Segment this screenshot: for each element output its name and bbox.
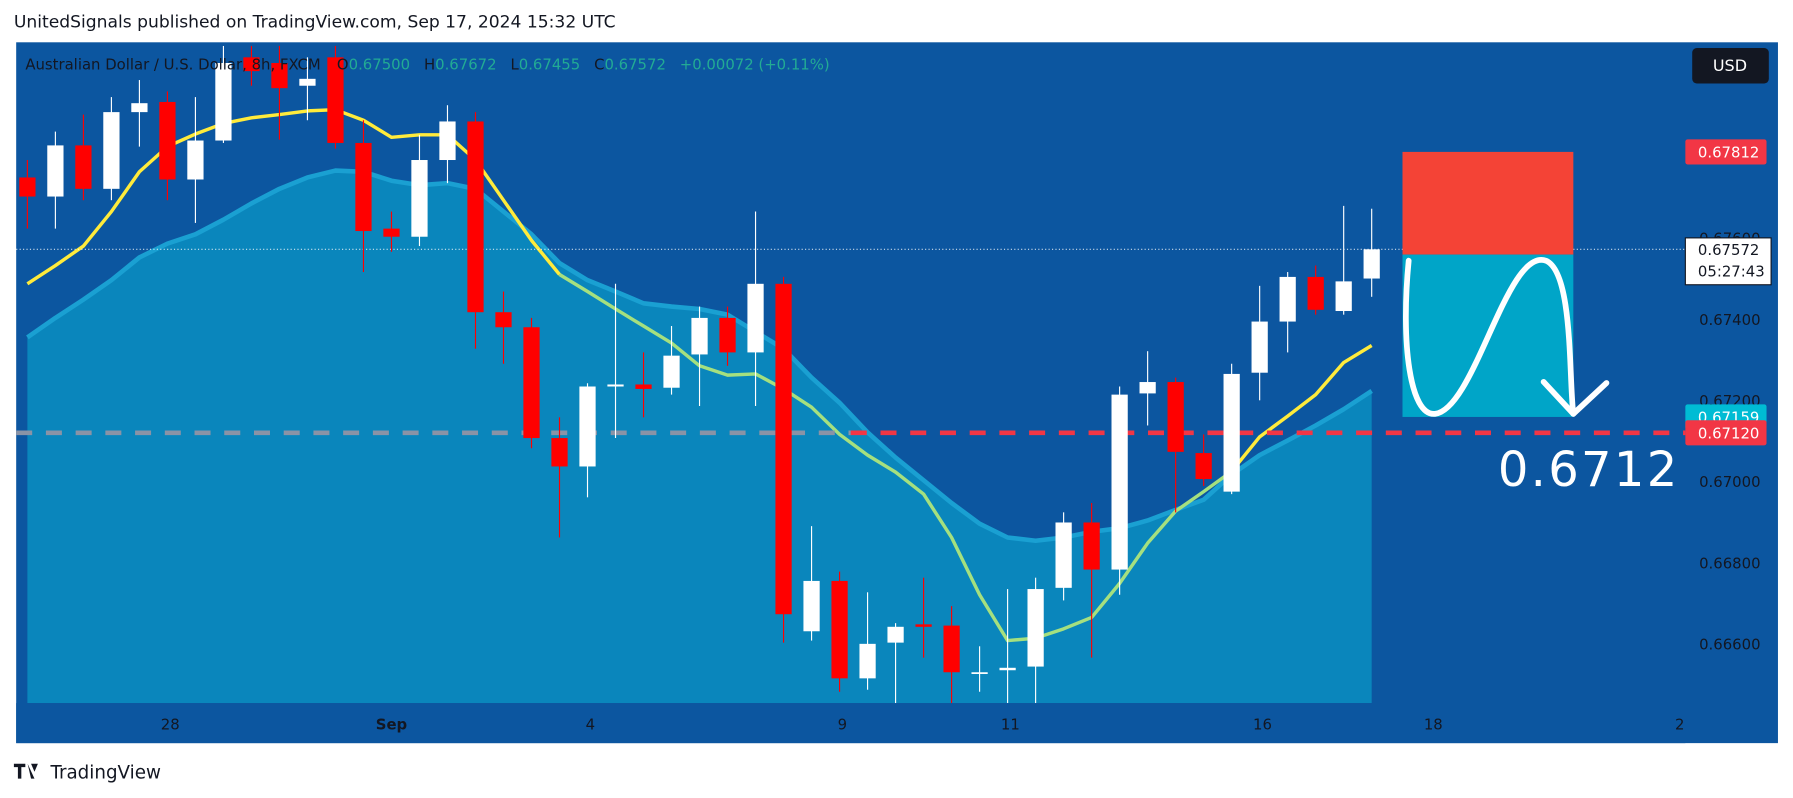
candles-layer <box>19 45 1380 704</box>
y-tick-label: 0.67000 <box>1699 473 1760 491</box>
candle-body <box>747 283 764 353</box>
currency[interactable]: USD <box>1713 56 1747 75</box>
arrow-head <box>1540 378 1610 417</box>
logo-icon <box>13 763 38 779</box>
candle-body <box>75 145 92 189</box>
time-axis <box>16 703 1686 744</box>
price-label-box <box>1685 139 1767 165</box>
y-tick-label: 0.66800 <box>1699 554 1760 572</box>
candle-body <box>803 580 820 632</box>
candle-body <box>579 386 596 467</box>
candle-body <box>1111 394 1128 570</box>
legend-value: 0.67672 <box>435 56 496 74</box>
x-tick-label: 16 <box>1253 715 1272 733</box>
ma-line <box>1230 344 1373 473</box>
x-tick-label: Sep <box>376 715 407 733</box>
stop-zone <box>1402 151 1574 255</box>
candle-body <box>1279 276 1296 322</box>
candle-body <box>467 121 484 313</box>
candle-body <box>1363 249 1380 279</box>
candle-body <box>47 145 64 197</box>
candle-body <box>831 580 848 679</box>
candle-body <box>1083 522 1100 570</box>
x-tick-label: 4 <box>586 715 595 733</box>
legend-key: L <box>510 56 519 74</box>
legend: Australian Dollar / U.S. Dollar, 8h, FXC… <box>25 56 829 74</box>
candle-body <box>411 160 428 237</box>
candle-body <box>999 667 1016 671</box>
candle-body <box>887 626 904 643</box>
legend-change: +0.00072 (+0.11%) <box>680 56 830 74</box>
candle-body <box>439 121 456 161</box>
price-label: 0.67120 <box>1698 424 1759 442</box>
x-tick-label: 9 <box>838 715 847 733</box>
drawn-curve <box>1403 257 1577 417</box>
price-label-box <box>1685 420 1767 446</box>
candle-body <box>299 78 316 86</box>
candle-body <box>523 327 540 439</box>
candle-body <box>271 63 288 89</box>
candle-body <box>103 112 120 189</box>
footer-logo <box>13 763 38 779</box>
candle-body <box>243 57 260 72</box>
legend-key: H <box>424 56 435 74</box>
x-tick-label: 28 <box>161 715 180 733</box>
area <box>27 170 1372 704</box>
countdown: 05:27:43 <box>1698 263 1765 281</box>
last-price-label: 0.67572 <box>1698 241 1759 259</box>
legend-key: C <box>594 56 604 74</box>
legend-key: O <box>337 56 349 74</box>
x-tick-label: 2 <box>1675 715 1684 733</box>
candle-body <box>1307 276 1324 310</box>
candle-body <box>1027 589 1044 667</box>
candle-body <box>607 384 624 387</box>
candle-body <box>1139 382 1156 394</box>
candle-body <box>943 625 960 673</box>
candle-body <box>383 228 400 237</box>
x-tick-label: 18 <box>1424 715 1443 733</box>
candle-body <box>551 438 568 467</box>
footer: TradingView <box>49 763 161 784</box>
annotation: 0.6712 <box>1498 442 1680 498</box>
axis-layer: 0.666000.668000.670000.672000.674000.676… <box>16 139 1772 744</box>
candle-body <box>187 140 204 180</box>
y-tick-label: 0.66600 <box>1699 636 1760 654</box>
candle-body <box>327 57 344 143</box>
symbol-title: Australian Dollar / U.S. Dollar, 8h, FXC… <box>25 56 320 74</box>
candle-body <box>719 317 736 353</box>
price-label: 0.67812 <box>1698 144 1759 162</box>
candle-body <box>215 63 232 141</box>
candle-body <box>1055 522 1072 588</box>
header: UnitedSignals published on TradingView.c… <box>14 12 616 32</box>
candle-body <box>775 283 792 615</box>
candle-body <box>355 142 372 232</box>
candle-body <box>19 177 36 197</box>
candle-body <box>1223 373 1240 492</box>
legend-value: 0.67572 <box>604 56 665 74</box>
candle-body <box>159 101 176 180</box>
x-tick-label: 11 <box>1001 715 1020 733</box>
currency-button[interactable] <box>1692 48 1769 84</box>
candle-body <box>915 624 932 627</box>
y-tick-label: 0.67400 <box>1699 311 1760 329</box>
legend-value: 0.67455 <box>519 56 580 74</box>
candle-body <box>691 317 708 355</box>
candle-body <box>495 312 512 328</box>
candle-body <box>635 384 652 389</box>
legend-value: 0.67500 <box>349 56 410 74</box>
candle-body <box>859 643 876 679</box>
candle-body <box>1167 382 1184 452</box>
candle-body <box>1251 321 1268 373</box>
position-layer <box>1402 151 1574 417</box>
hlines-layer <box>16 248 1686 436</box>
candle-body <box>971 672 988 674</box>
candle-body <box>663 355 680 388</box>
candle-body <box>131 103 148 113</box>
last-price-box <box>1684 237 1772 286</box>
candle-body <box>1335 281 1352 312</box>
candle-body <box>1195 453 1212 480</box>
